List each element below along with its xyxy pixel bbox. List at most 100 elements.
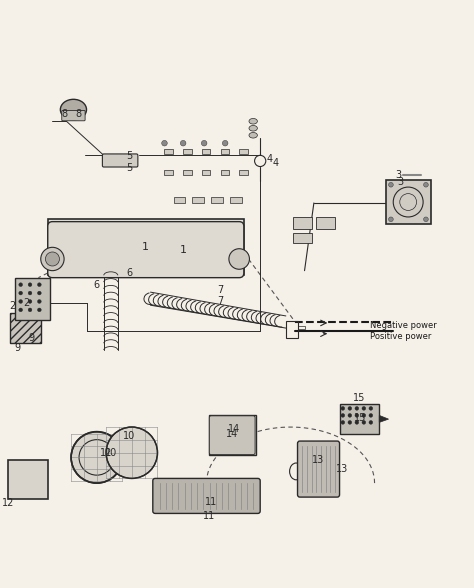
- FancyBboxPatch shape: [102, 154, 138, 167]
- FancyBboxPatch shape: [183, 149, 191, 154]
- Text: 11: 11: [203, 511, 215, 521]
- Ellipse shape: [355, 420, 359, 425]
- FancyBboxPatch shape: [202, 149, 210, 154]
- Ellipse shape: [355, 406, 359, 410]
- Ellipse shape: [37, 300, 41, 303]
- Ellipse shape: [28, 283, 32, 286]
- Ellipse shape: [362, 406, 366, 410]
- Text: 2: 2: [24, 298, 30, 308]
- FancyBboxPatch shape: [164, 171, 173, 175]
- FancyBboxPatch shape: [293, 217, 311, 229]
- Ellipse shape: [389, 217, 393, 222]
- Text: 12: 12: [100, 447, 112, 457]
- FancyBboxPatch shape: [230, 198, 242, 203]
- FancyBboxPatch shape: [211, 198, 223, 203]
- Text: Negative power: Negative power: [370, 321, 437, 330]
- FancyBboxPatch shape: [239, 149, 247, 154]
- FancyBboxPatch shape: [386, 179, 430, 224]
- FancyBboxPatch shape: [48, 222, 244, 278]
- FancyBboxPatch shape: [192, 198, 204, 203]
- Text: 9: 9: [28, 333, 35, 343]
- FancyBboxPatch shape: [8, 460, 48, 499]
- Ellipse shape: [348, 406, 352, 410]
- Ellipse shape: [71, 432, 122, 483]
- Ellipse shape: [369, 406, 373, 410]
- FancyBboxPatch shape: [210, 416, 255, 455]
- Ellipse shape: [249, 118, 257, 124]
- Text: 8: 8: [75, 109, 81, 119]
- Text: 4: 4: [266, 153, 273, 163]
- Text: 6: 6: [94, 280, 100, 290]
- Ellipse shape: [19, 308, 23, 312]
- FancyBboxPatch shape: [293, 233, 311, 243]
- Ellipse shape: [19, 300, 23, 303]
- FancyBboxPatch shape: [48, 219, 244, 275]
- Ellipse shape: [180, 141, 186, 146]
- Ellipse shape: [28, 291, 32, 295]
- Ellipse shape: [355, 413, 359, 417]
- FancyBboxPatch shape: [298, 441, 339, 497]
- Polygon shape: [379, 415, 389, 422]
- Text: 15: 15: [355, 413, 367, 423]
- Text: 10: 10: [123, 432, 136, 442]
- Text: 8: 8: [61, 109, 67, 119]
- Text: 5: 5: [127, 163, 133, 173]
- Ellipse shape: [362, 420, 366, 425]
- FancyBboxPatch shape: [209, 415, 255, 455]
- Ellipse shape: [369, 420, 373, 425]
- FancyBboxPatch shape: [62, 111, 85, 121]
- Text: 4: 4: [273, 158, 279, 168]
- Ellipse shape: [369, 413, 373, 417]
- Ellipse shape: [222, 141, 228, 146]
- Ellipse shape: [28, 308, 32, 312]
- Ellipse shape: [389, 182, 393, 187]
- FancyBboxPatch shape: [239, 171, 247, 175]
- FancyBboxPatch shape: [316, 217, 335, 229]
- Text: 12: 12: [2, 498, 14, 508]
- FancyBboxPatch shape: [339, 404, 379, 434]
- Ellipse shape: [341, 420, 345, 425]
- Text: 9: 9: [14, 343, 20, 353]
- Ellipse shape: [41, 248, 64, 270]
- Text: 15: 15: [353, 393, 365, 403]
- Text: Positive power: Positive power: [370, 332, 431, 342]
- FancyBboxPatch shape: [202, 171, 210, 175]
- Bar: [11, 463, 45, 496]
- Ellipse shape: [106, 427, 157, 479]
- Bar: [10, 313, 41, 343]
- Text: 13: 13: [312, 455, 325, 465]
- Ellipse shape: [60, 99, 87, 120]
- Ellipse shape: [162, 141, 167, 146]
- Text: 10: 10: [105, 447, 117, 457]
- Ellipse shape: [348, 420, 352, 425]
- FancyBboxPatch shape: [15, 278, 50, 320]
- Ellipse shape: [37, 308, 41, 312]
- Text: 14: 14: [226, 429, 238, 439]
- Ellipse shape: [249, 125, 257, 131]
- Ellipse shape: [341, 406, 345, 410]
- FancyBboxPatch shape: [183, 171, 191, 175]
- Text: 1: 1: [180, 245, 187, 255]
- Ellipse shape: [46, 252, 59, 266]
- Ellipse shape: [28, 300, 32, 303]
- Text: 11: 11: [205, 497, 217, 507]
- Ellipse shape: [249, 132, 257, 138]
- Text: 1: 1: [142, 242, 149, 252]
- FancyBboxPatch shape: [164, 149, 173, 154]
- Ellipse shape: [348, 413, 352, 417]
- Ellipse shape: [424, 182, 428, 187]
- Ellipse shape: [341, 413, 345, 417]
- FancyBboxPatch shape: [174, 198, 185, 203]
- Text: 7: 7: [218, 296, 224, 306]
- Ellipse shape: [37, 291, 41, 295]
- Ellipse shape: [424, 217, 428, 222]
- Text: 5: 5: [127, 151, 133, 161]
- Text: 3: 3: [397, 177, 403, 187]
- Ellipse shape: [19, 291, 23, 295]
- FancyBboxPatch shape: [153, 479, 260, 513]
- Ellipse shape: [37, 283, 41, 286]
- Ellipse shape: [362, 413, 366, 417]
- Ellipse shape: [19, 283, 23, 286]
- Text: 2: 2: [9, 300, 16, 310]
- Text: 6: 6: [127, 268, 133, 278]
